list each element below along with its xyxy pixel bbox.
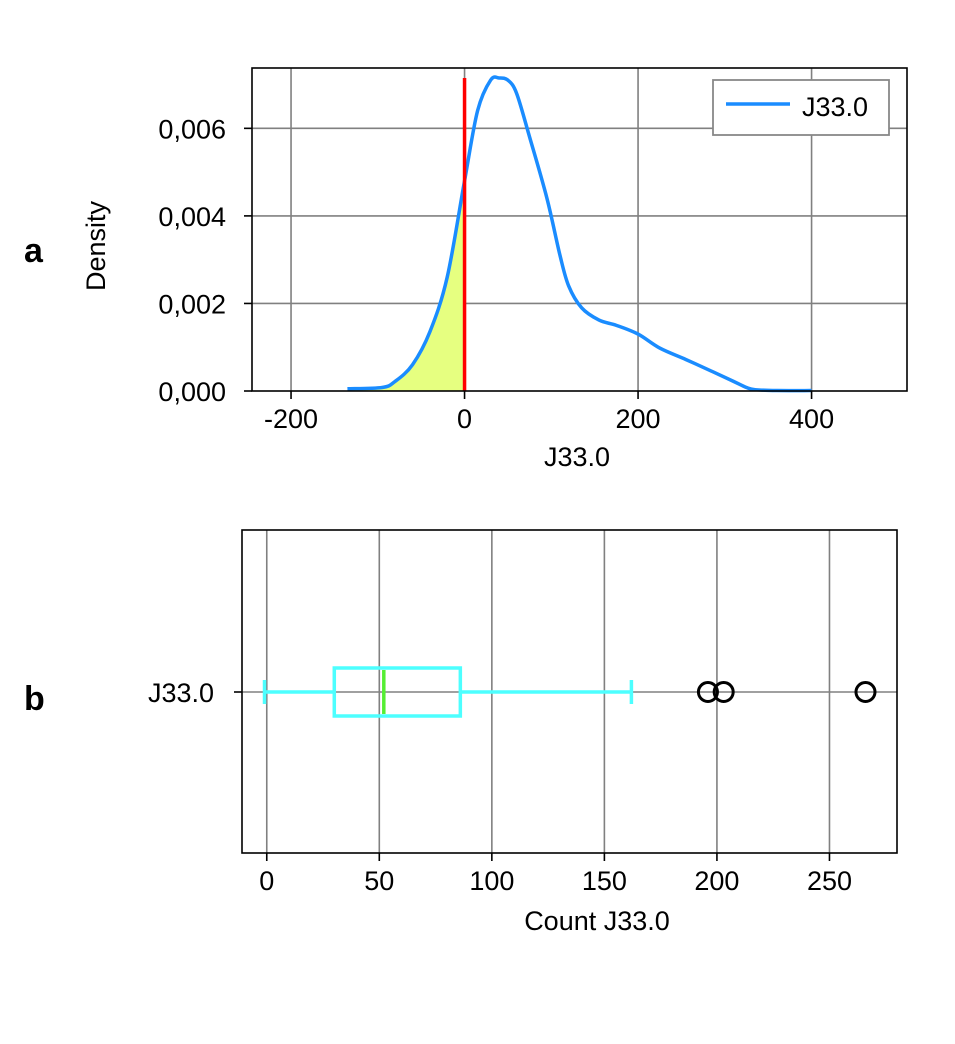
box-plot-marks [262, 666, 634, 718]
box-iqr [332, 666, 463, 718]
density-y-axis-label: Density [81, 200, 111, 291]
box-x-tick-label: 250 [807, 866, 852, 896]
box-x-tick-label: 50 [364, 866, 394, 896]
density-legend-entry: J33.0 [802, 92, 868, 122]
box-x-tick-label: 0 [259, 866, 274, 896]
box-outlier-point [712, 681, 735, 703]
density-curve [347, 75, 812, 393]
box-outliers [696, 681, 877, 703]
density-plot-frame [251, 67, 908, 392]
density-x-tick-label: 0 [457, 404, 472, 434]
panel-letter-a: a [24, 232, 44, 270]
density-legend-box [712, 79, 890, 136]
density-y-tick-label: 0,002 [158, 289, 226, 319]
density-legend: J33.0 [712, 79, 890, 136]
box-outlier-point [854, 681, 877, 703]
density-plot: -200 0 200 400 0,000 0,002 0,004 0,006 J33.0 D… [81, 67, 908, 472]
box-x-axis-label: Count J33.0 [524, 906, 670, 936]
density-y-tick-label: 0,000 [158, 377, 226, 407]
density-x-tick-label: 400 [789, 404, 834, 434]
density-x-tick-label: -200 [264, 404, 318, 434]
density-y-ticks: 0,000 0,002 0,004 0,006 [158, 114, 252, 407]
density-shaded-area [347, 180, 465, 391]
box-x-tick-label: 100 [469, 866, 514, 896]
box-plot: 0 50 100 150 200 250 J33.0 Count J33.0 [148, 529, 898, 936]
density-y-tick-label: 0,006 [158, 114, 226, 144]
box-x-ticks: 0 50 100 150 200 250 [259, 853, 852, 896]
box-category-label: J33.0 [148, 678, 214, 708]
box-outlier-point [696, 681, 719, 703]
density-y-tick-label: 0,004 [158, 202, 226, 232]
box-x-tick-label: 150 [582, 866, 627, 896]
density-x-axis-label: J33.0 [544, 442, 610, 472]
panel-letter-b: b [24, 680, 45, 718]
density-x-ticks: -200 0 200 400 [264, 391, 834, 434]
box-x-tick-label: 200 [694, 866, 739, 896]
density-x-tick-label: 200 [616, 404, 661, 434]
